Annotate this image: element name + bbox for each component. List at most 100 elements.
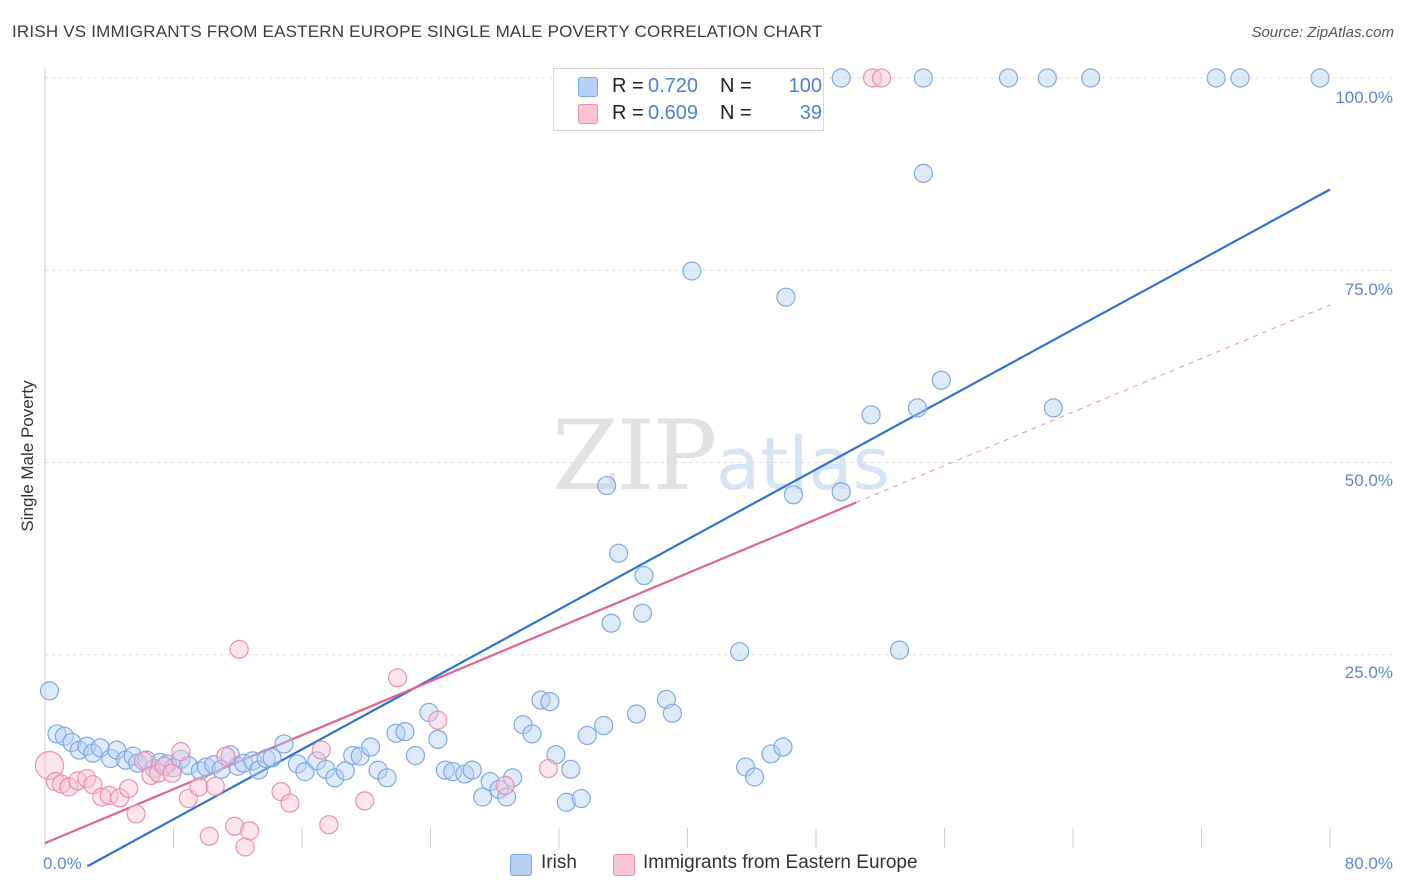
legend-row-eastern-europe: R = 0.609 N = 39 — [578, 102, 822, 126]
point-irish — [335, 761, 355, 781]
grid-lines — [45, 77, 1395, 656]
bottom-legend-eastern-europe: Immigrants from Eastern Europe — [643, 852, 918, 873]
x-tick-label: 80.0% — [1345, 854, 1393, 873]
y-tick-label: 75.0% — [1345, 280, 1393, 299]
point-irish — [907, 398, 927, 418]
point-irish — [783, 485, 804, 505]
bottom-legend-swatch-irish — [510, 854, 532, 876]
axes — [44, 68, 1331, 848]
point-irish — [473, 787, 493, 807]
point-irish — [39, 681, 60, 701]
point-irish — [405, 745, 426, 766]
point-irish — [171, 749, 191, 769]
legend-r-value: 0.720 — [648, 75, 699, 97]
y-tick-label: 25.0% — [1345, 663, 1393, 682]
point-irish — [377, 768, 397, 788]
point-irish — [262, 748, 282, 768]
point-irish — [571, 788, 591, 809]
point-irish — [295, 762, 315, 782]
point-irish — [1230, 68, 1250, 88]
trend-line-eastern-europe — [44, 501, 857, 845]
point-irish — [62, 732, 82, 753]
point-irish — [1043, 398, 1063, 418]
point-irish — [998, 68, 1019, 88]
trend-lines — [44, 188, 1331, 868]
point-irish — [435, 760, 455, 780]
point-irish — [1037, 68, 1057, 88]
point-irish — [196, 757, 216, 777]
point-eastern-europe — [171, 742, 191, 762]
point-irish — [634, 565, 654, 586]
point-irish — [662, 703, 683, 723]
point-irish — [632, 603, 653, 623]
legend-r-value: 0.609 — [648, 102, 699, 124]
point-irish — [1206, 68, 1226, 88]
point-irish — [913, 68, 933, 88]
point-irish — [831, 68, 851, 88]
point-eastern-europe — [355, 791, 375, 811]
point-irish — [1081, 68, 1101, 88]
point-eastern-europe — [225, 816, 245, 836]
point-irish — [47, 724, 67, 744]
point-irish — [744, 767, 765, 787]
point-irish — [730, 642, 750, 662]
point-eastern-europe — [240, 821, 260, 841]
y-tick-label: 50.0% — [1345, 471, 1393, 490]
trend-line-irish — [86, 188, 1331, 868]
point-irish — [594, 715, 614, 736]
trend-line-extension — [855, 304, 1331, 503]
bottom-legend: Irish Immigrants from Eastern Europe — [0, 852, 1406, 878]
point-irish — [443, 762, 463, 782]
point-eastern-europe — [311, 740, 331, 760]
point-irish — [395, 722, 415, 742]
point-irish — [682, 261, 702, 281]
point-eastern-europe — [141, 765, 161, 786]
point-eastern-europe — [280, 793, 300, 813]
legend-n-value: 100 — [788, 75, 822, 97]
point-irish — [556, 792, 576, 812]
point-eastern-europe — [189, 777, 209, 797]
legend-n-label: N = — [720, 75, 752, 97]
legend-swatch-irish — [578, 77, 598, 97]
point-irish — [249, 760, 269, 780]
point-irish — [343, 745, 363, 766]
point-eastern-europe — [126, 804, 146, 824]
watermark-zip: ZIP — [552, 400, 717, 512]
point-eastern-europe — [229, 639, 249, 659]
point-irish — [609, 543, 629, 563]
y-axis-label: Single Male Poverty — [18, 380, 37, 532]
point-eastern-europe — [387, 668, 408, 688]
point-eastern-europe — [216, 746, 236, 766]
point-eastern-europe — [319, 815, 339, 835]
source-label: Source: ZipAtlas.com — [1251, 24, 1394, 41]
point-irish — [831, 482, 851, 502]
point-irish — [522, 724, 542, 744]
point-irish — [601, 613, 621, 633]
point-irish — [761, 744, 781, 764]
point-irish — [361, 737, 381, 757]
chart-title: IRISH VS IMMIGRANTS FROM EASTERN EUROPE … — [12, 22, 823, 41]
bottom-legend-irish: Irish — [541, 852, 577, 873]
point-eastern-europe — [495, 775, 515, 796]
point-irish — [861, 405, 881, 425]
legend-n-value: 39 — [799, 102, 822, 124]
point-irish — [462, 760, 482, 780]
point-eastern-europe — [162, 763, 182, 783]
legend-row-irish: R = 0.720 N = 100 — [578, 75, 822, 99]
point-eastern-europe — [154, 756, 175, 776]
legend-r-label: R = — [612, 75, 644, 97]
point-irish — [626, 704, 647, 724]
point-irish — [325, 768, 345, 788]
legend-box: R = 0.720 N = 100 R = 0.609 N = 39 — [553, 68, 824, 131]
point-irish — [428, 729, 448, 749]
point-eastern-europe — [428, 710, 448, 730]
y-tick-label: 100.0% — [1335, 88, 1393, 107]
point-irish — [287, 754, 308, 774]
point-irish — [597, 475, 617, 496]
point-eastern-europe — [538, 758, 559, 779]
point-irish — [540, 692, 560, 712]
legend-n-label: N = — [720, 102, 752, 124]
point-irish — [256, 748, 276, 769]
x-tick-label: 0.0% — [43, 854, 82, 873]
